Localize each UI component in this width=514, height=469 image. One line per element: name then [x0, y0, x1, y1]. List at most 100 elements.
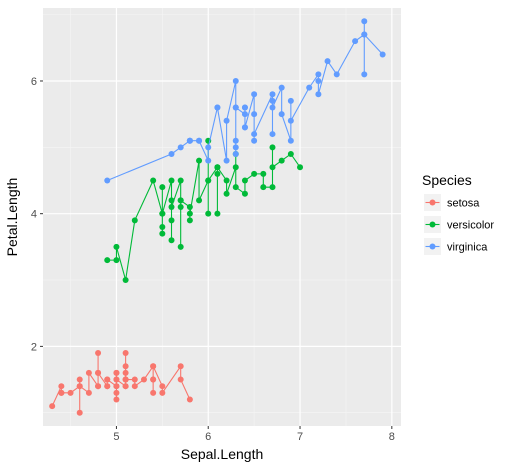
data-point-versicolor — [196, 157, 203, 164]
data-point-versicolor — [214, 164, 221, 171]
x-axis-ticks: 5 6 7 8 — [113, 426, 395, 443]
data-point-virginica — [205, 157, 212, 164]
data-point-versicolor — [131, 217, 138, 224]
data-point-versicolor — [177, 204, 184, 211]
data-point-versicolor — [260, 184, 267, 191]
data-point-versicolor — [122, 277, 129, 284]
data-point-versicolor — [186, 210, 193, 217]
data-point-versicolor — [223, 177, 230, 184]
data-point-versicolor — [159, 230, 166, 237]
data-point-virginica — [205, 144, 212, 151]
data-point-setosa — [150, 376, 157, 383]
data-point-setosa — [58, 383, 65, 390]
data-point-versicolor — [113, 243, 120, 250]
data-point-setosa — [113, 389, 120, 396]
data-point-setosa — [177, 363, 184, 370]
data-point-virginica — [278, 84, 285, 91]
data-point-versicolor — [260, 170, 267, 177]
legend-item-setosa: setosa — [424, 194, 480, 211]
data-point-setosa — [104, 383, 111, 390]
data-point-virginica — [177, 144, 184, 151]
data-point-setosa — [150, 389, 157, 396]
data-point-setosa — [131, 383, 138, 390]
data-point-versicolor — [278, 157, 285, 164]
data-point-virginica — [251, 91, 258, 98]
series-setosa — [49, 350, 193, 416]
data-point-virginica — [379, 51, 386, 58]
data-point-virginica — [168, 150, 175, 157]
data-point-virginica — [241, 111, 248, 118]
data-point-setosa — [122, 383, 129, 390]
data-point-setosa — [113, 396, 120, 403]
series-virginica — [104, 18, 386, 184]
data-point-virginica — [315, 91, 322, 98]
data-point-setosa — [150, 363, 157, 370]
y-axis-ticks: 2 4 6 — [31, 76, 43, 353]
series-versicolor — [104, 137, 304, 284]
data-point-virginica — [232, 104, 239, 111]
data-point-versicolor — [168, 177, 175, 184]
data-point-virginica — [232, 137, 239, 144]
legend-key-point — [429, 199, 436, 206]
data-point-setosa — [113, 376, 120, 383]
legend-label-versicolor: versicolor — [447, 220, 494, 232]
data-point-versicolor — [168, 204, 175, 211]
data-point-versicolor — [214, 210, 221, 217]
data-point-versicolor — [196, 197, 203, 204]
data-point-setosa — [49, 403, 56, 410]
data-point-setosa — [104, 376, 111, 383]
data-point-virginica — [315, 71, 322, 78]
major-gridlines — [43, 8, 401, 426]
data-point-virginica — [104, 177, 111, 184]
legend: Species setosa versicolor virginica — [422, 172, 494, 255]
data-point-setosa — [76, 383, 83, 390]
data-point-setosa — [122, 350, 129, 357]
data-point-setosa — [159, 383, 166, 390]
data-point-setosa — [131, 376, 138, 383]
data-point-versicolor — [287, 150, 294, 157]
data-point-versicolor — [205, 210, 212, 217]
data-point-setosa — [58, 389, 65, 396]
data-point-versicolor — [177, 197, 184, 204]
data-point-versicolor — [232, 184, 239, 191]
series-layer — [49, 18, 386, 416]
legend-title: Species — [422, 172, 472, 188]
data-point-versicolor — [168, 237, 175, 244]
legend-label-setosa: setosa — [447, 198, 480, 210]
data-point-versicolor — [159, 223, 166, 230]
data-point-setosa — [67, 389, 74, 396]
x-tick-label: 6 — [205, 431, 211, 443]
data-point-versicolor — [186, 217, 193, 224]
data-point-virginica — [278, 111, 285, 118]
x-axis-title: Sepal.Length — [181, 446, 264, 462]
y-tick-label: 4 — [31, 209, 37, 221]
data-point-versicolor — [223, 190, 230, 197]
data-point-setosa — [95, 350, 102, 357]
data-point-versicolor — [232, 164, 239, 171]
data-point-versicolor — [150, 177, 157, 184]
data-point-virginica — [287, 137, 294, 144]
data-point-setosa — [177, 376, 184, 383]
data-point-virginica — [306, 84, 313, 91]
data-point-virginica — [232, 150, 239, 157]
data-point-virginica — [223, 117, 230, 124]
data-point-virginica — [269, 131, 276, 138]
data-point-virginica — [232, 77, 239, 84]
data-point-virginica — [232, 144, 239, 151]
data-point-versicolor — [269, 184, 276, 191]
data-point-versicolor — [104, 257, 111, 264]
data-point-setosa — [113, 383, 120, 390]
data-point-versicolor — [241, 177, 248, 184]
data-point-setosa — [85, 369, 92, 376]
y-tick-label: 6 — [31, 76, 37, 88]
data-point-virginica — [315, 77, 322, 84]
data-point-setosa — [186, 396, 193, 403]
data-point-virginica — [251, 131, 258, 138]
data-point-virginica — [214, 104, 221, 111]
y-axis-title: Petal.Length — [4, 178, 20, 257]
data-point-virginica — [251, 137, 258, 144]
legend-label-virginica: virginica — [447, 242, 488, 254]
data-point-virginica — [361, 71, 368, 78]
data-point-versicolor — [186, 204, 193, 211]
